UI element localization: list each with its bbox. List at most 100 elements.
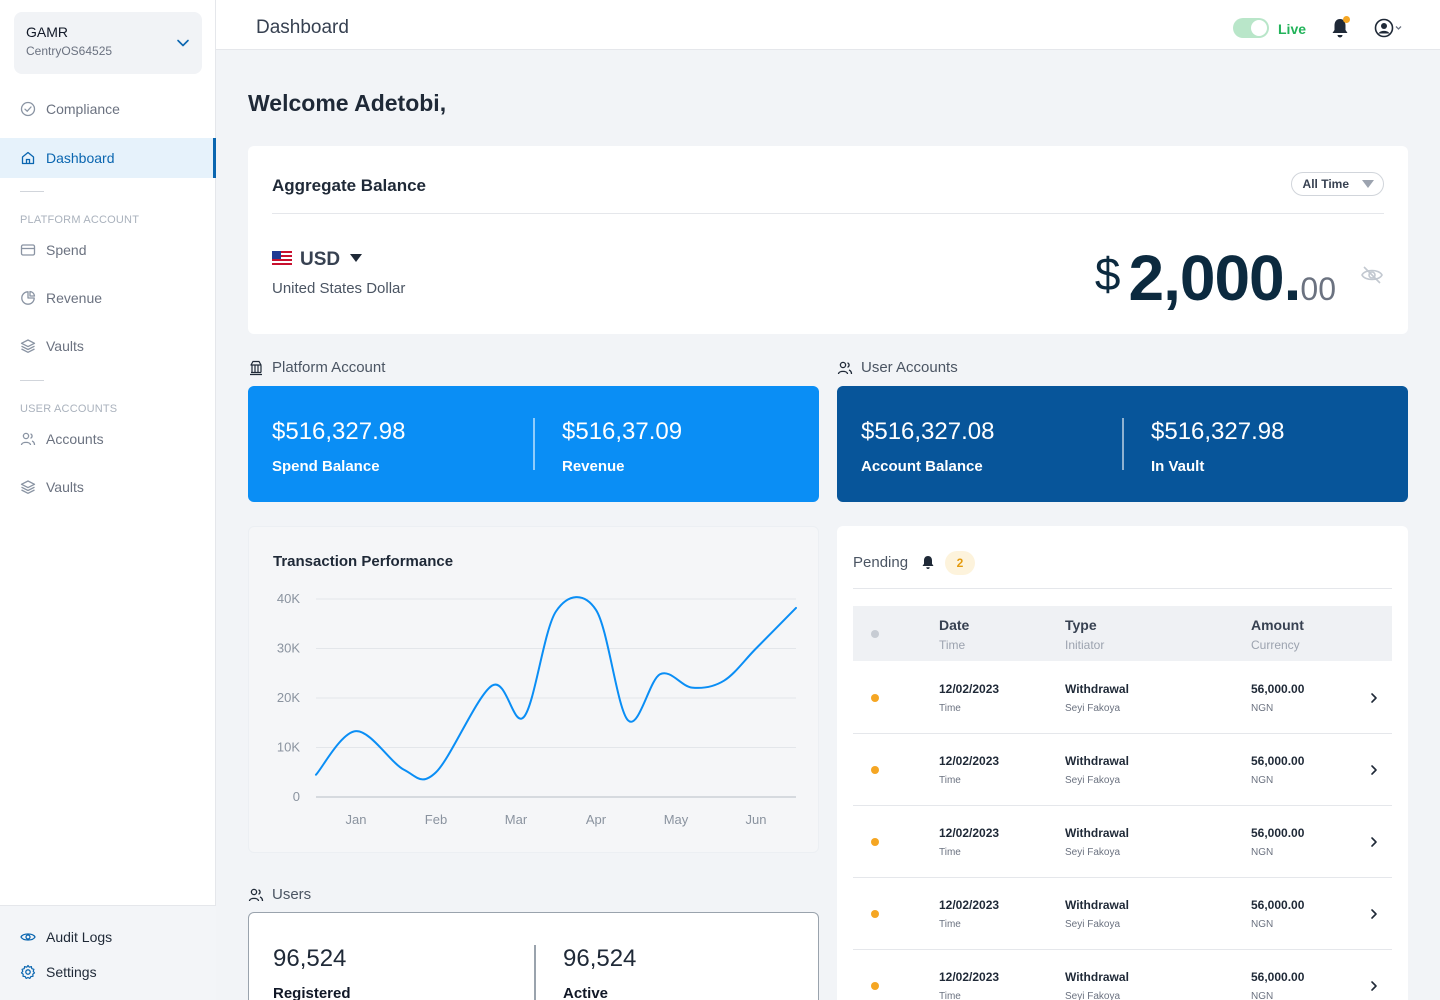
x-tick-label: Jun — [746, 812, 767, 827]
sidebar-item-audit-logs[interactable]: Audit Logs — [0, 917, 216, 957]
transaction-performance-card: Transaction Performance 0 10K 20K 30K 40K Jan… — [248, 526, 819, 853]
currency-value: NGN — [1251, 703, 1274, 714]
currency-value: NGN — [1251, 991, 1274, 1000]
status-dot — [871, 838, 879, 846]
time-value: Time — [939, 991, 961, 1000]
sidebar-item-label: Vaults — [46, 338, 84, 354]
card-icon — [20, 244, 36, 256]
top-bar: Dashboard Live — [216, 0, 1440, 50]
time-filter-dropdown[interactable]: All Time — [1290, 172, 1384, 196]
amount-cell: 56,000.00 NGN — [1251, 682, 1304, 714]
sidebar-item-dashboard[interactable]: Dashboard — [0, 138, 216, 178]
table-row[interactable]: 12/02/2023 Time Withdrawal Seyi Fakoya 56,00… — [853, 806, 1392, 878]
amount-value: 56,000.00 — [1251, 754, 1305, 768]
date-value: 12/02/2023 — [939, 898, 1000, 912]
pending-title: Pending — [853, 554, 909, 571]
amount-value: 56,000.00 — [1251, 826, 1305, 840]
sidebar-item-spend[interactable]: Spend — [0, 230, 216, 270]
date-cell: 12/02/2023 Time — [939, 826, 999, 858]
x-tick-label: Jan — [346, 812, 367, 827]
sidebar-item-revenue[interactable]: Revenue — [0, 278, 216, 318]
status-dot — [871, 694, 879, 702]
date-value: 12/02/2023 — [939, 682, 1000, 696]
chart-title: Transaction Performance — [273, 553, 454, 570]
spend-balance-label: Spend Balance — [272, 458, 380, 475]
sidebar-item-label: Audit Logs — [46, 929, 113, 945]
chevron-right-icon[interactable] — [1370, 692, 1378, 704]
y-tick-label: 0 — [293, 789, 300, 804]
divider — [534, 945, 536, 1000]
column-title: Amount — [1251, 617, 1304, 633]
user-avatar-icon[interactable] — [1374, 18, 1406, 38]
welcome-heading: Welcome Adetobi, — [248, 90, 447, 116]
in-vault-label: In Vault — [1151, 458, 1205, 475]
sidebar-item-settings[interactable]: Settings — [0, 952, 216, 992]
users-card[interactable]: 96,524 Registered 96,524 Active — [248, 912, 819, 1000]
column-title: Date — [939, 617, 970, 633]
notification-dot — [1343, 16, 1350, 23]
table-row[interactable]: 12/02/2023 Time Withdrawal Seyi Fakoya 56,00… — [853, 734, 1392, 806]
currency-value: NGN — [1251, 847, 1274, 858]
currency-selector[interactable]: USD — [300, 249, 341, 270]
chevron-right-icon[interactable] — [1370, 908, 1378, 920]
active-users-value: 96,524 — [563, 945, 637, 972]
divider — [272, 213, 1384, 214]
sidebar-item-compliance[interactable]: Compliance — [0, 89, 216, 129]
aggregate-balance-card: Aggregate Balance All Time USD United St… — [248, 146, 1408, 334]
live-toggle[interactable] — [1233, 18, 1269, 38]
type-cell: Withdrawal Seyi Fakoya — [1065, 682, 1129, 714]
section-label: User Accounts — [861, 359, 958, 376]
chevron-right-icon[interactable] — [1370, 980, 1378, 992]
table-row[interactable]: 12/02/2023 Time Withdrawal Seyi Fakoya 56,00… — [853, 950, 1392, 1000]
sidebar-item-accounts[interactable]: Accounts — [0, 419, 216, 459]
sidebar-item-label: Spend — [46, 242, 87, 258]
chevron-right-icon[interactable] — [1370, 836, 1378, 848]
user-accounts-card[interactable]: $516,327.08 Account Balance $516,327.98 … — [837, 386, 1408, 502]
currency-value: NGN — [1251, 775, 1274, 786]
registered-users-label: Registered — [273, 985, 351, 1000]
initiator-value: Seyi Fakoya — [1065, 847, 1121, 858]
users-heading: Users — [248, 886, 311, 903]
sidebar-item-vaults[interactable]: Vaults — [0, 326, 216, 366]
pie-chart-icon — [21, 290, 36, 305]
live-label: Live — [1278, 21, 1307, 37]
date-cell: 12/02/2023 Time — [939, 970, 999, 1000]
layers-icon — [20, 480, 36, 494]
sidebar-item-user-vaults[interactable]: Vaults — [0, 467, 216, 507]
org-switcher[interactable]: GAMR CentryOS64525 — [14, 12, 202, 74]
caret-down-icon — [1362, 180, 1374, 188]
column-header-type[interactable]: Type Initiator — [1065, 617, 1104, 652]
bank-icon — [250, 360, 262, 375]
column-subtitle: Initiator — [1065, 638, 1105, 652]
sidebar-item-label: Accounts — [46, 431, 104, 447]
section-label: Platform Account — [272, 359, 386, 376]
home-icon — [21, 151, 35, 165]
time-value: Time — [939, 775, 961, 786]
initiator-value: Seyi Fakoya — [1065, 775, 1121, 786]
sidebar: GAMR CentryOS64525 Compliance Dashboard … — [0, 0, 216, 1000]
amount-cell: 56,000.00 NGN — [1251, 898, 1304, 930]
column-title: Type — [1065, 617, 1097, 633]
date-value: 12/02/2023 — [939, 826, 1000, 840]
caret-down-icon[interactable] — [350, 254, 362, 262]
chevron-right-icon[interactable] — [1370, 764, 1378, 776]
table-row[interactable]: 12/02/2023 Time Withdrawal Seyi Fakoya 56,00… — [853, 662, 1392, 734]
table-row[interactable]: 12/02/2023 Time Withdrawal Seyi Fakoya 56,00… — [853, 878, 1392, 950]
active-users-label: Active — [563, 985, 609, 1000]
platform-account-heading: Platform Account — [248, 359, 385, 376]
status-dot — [871, 910, 879, 918]
revenue-value: $516,37.09 — [562, 418, 683, 445]
eye-off-icon[interactable] — [1360, 264, 1384, 286]
type-value: Withdrawal — [1065, 898, 1129, 912]
platform-account-card[interactable]: $516,327.98 Spend Balance $516,37.09 Rev… — [248, 386, 819, 502]
x-tick-label: Feb — [425, 812, 447, 827]
chevron-down-icon — [177, 39, 189, 47]
time-value: Time — [939, 703, 961, 714]
column-header-amount[interactable]: Amount Currency — [1251, 617, 1304, 652]
type-cell: Withdrawal Seyi Fakoya — [1065, 826, 1129, 858]
sidebar-item-label: Compliance — [46, 101, 120, 117]
y-tick-label: 30K — [277, 641, 300, 656]
revenue-label: Revenue — [562, 458, 625, 475]
column-header-date[interactable]: Date Time — [939, 617, 969, 652]
amount-value: 56,000.00 — [1251, 970, 1305, 984]
